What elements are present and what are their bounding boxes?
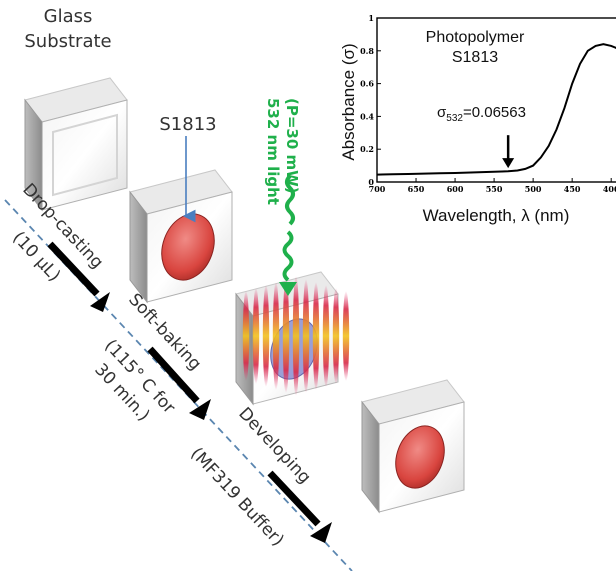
chart-ylabel: Absorbance (σ) [339, 43, 358, 160]
chart-annotation-sub: 532 [446, 113, 463, 124]
photopolymer-drop-2 [161, 213, 215, 281]
chart-y-tick-label: 0.4 [360, 111, 374, 121]
glass-substrate-label-line1: Glass [44, 6, 93, 27]
chart-x-tick-label: 600 [447, 184, 464, 194]
chart-annotation-sigma: σ [437, 104, 447, 121]
light-label-line1: 532 nm light [264, 98, 282, 205]
fringe-band [342, 291, 350, 381]
light-label-line2: (P=30 mW) [283, 98, 301, 194]
fringe-band [272, 282, 280, 390]
chart-series-line [376, 43, 616, 176]
absorbance-chart: 700 650 600 550 500 450 400 0 0.2 0.4 0.6 0.8 1 Phot… [339, 13, 616, 225]
fringe-band [322, 285, 330, 387]
light-wave-lower [282, 230, 294, 282]
glass-substrate-4 [361, 379, 465, 514]
chart-annotation: σ532=0.06563 [437, 104, 526, 124]
chart-subtitle: S1813 [452, 49, 498, 66]
chart-y-tick-label: 1 [368, 13, 374, 23]
glass-substrate-1 [24, 77, 128, 212]
fringe-band [262, 285, 270, 387]
chart-annotation-arrow [502, 135, 515, 169]
chart-x-tick-label: 500 [525, 184, 542, 194]
chart-y-tick-label: 0 [368, 177, 374, 187]
chart-x-tick-label: 450 [564, 184, 581, 194]
chart-plot-area [376, 17, 616, 183]
chart-y-tick-label: 0.8 [360, 46, 374, 56]
step3-detail: (MF319 Buffer) [186, 444, 287, 551]
glass-substrate-label-line2: Substrate [24, 31, 111, 52]
chart-annotation-value: =0.06563 [463, 104, 526, 121]
light-label: 532 nm light (P=30 mW) [264, 98, 301, 205]
light-wave [285, 174, 295, 226]
fringe-band [292, 276, 300, 396]
chart-x-tick-label: 650 [408, 184, 425, 194]
chart-y-tick-label: 0.6 [360, 79, 374, 89]
process-arrow-3 [267, 470, 332, 543]
fringe-band [332, 288, 340, 384]
fringe-band [282, 279, 290, 393]
process-arrow-1 [47, 241, 110, 312]
chart-title: Photopolymer [426, 29, 525, 46]
photopolymer-drop-4 [395, 425, 445, 489]
step1-detail: (10 µL) [8, 228, 64, 286]
process-arrow-2 [147, 346, 211, 420]
interference-fringes [242, 276, 350, 396]
fringe-band [302, 279, 310, 393]
chart-xlabel: Wavelength, λ (nm) [423, 206, 570, 225]
light-arrow-head [279, 282, 297, 296]
chart-y-tick-label: 0.2 [360, 144, 374, 154]
fringe-band [312, 282, 320, 390]
fringe-band [242, 291, 250, 381]
chart-x-tick-label: 550 [486, 184, 503, 194]
glass-substrate-2 [129, 169, 233, 304]
chart-x-tick-label: 400 [603, 184, 616, 194]
chart-x-tick-label: 700 [369, 184, 386, 194]
fringe-band [252, 288, 260, 384]
s1813-label: S1813 [159, 114, 216, 135]
